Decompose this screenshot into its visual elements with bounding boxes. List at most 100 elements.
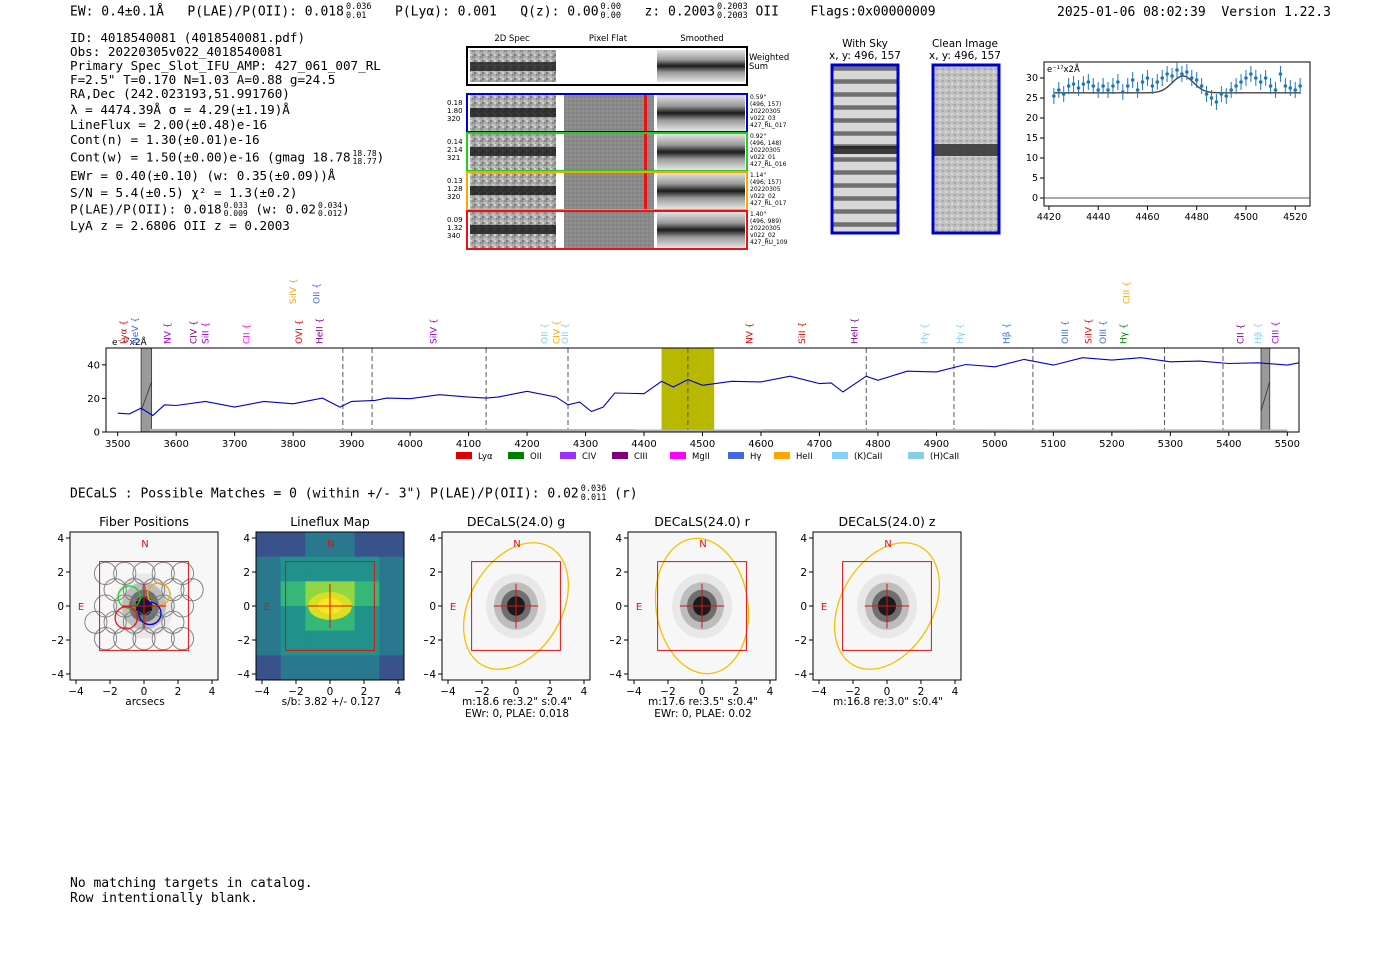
cutout-row-stat: 340 xyxy=(447,232,461,240)
cutout-row-frame xyxy=(466,210,748,250)
panel-ytick-label: −2 xyxy=(238,635,250,647)
spectrum-line-label: OIII { xyxy=(1099,320,1109,344)
spectrum-upper-marker: OII { xyxy=(313,283,323,304)
spectrum-line-label: SiII { xyxy=(201,322,211,344)
search-box xyxy=(99,561,189,651)
cutout-row-meta-line: 20220305 xyxy=(750,225,781,232)
panel-caption: arcsecs xyxy=(52,696,238,708)
cutout-row-stat: 320 xyxy=(447,193,461,201)
lineflux-map-cell xyxy=(379,532,405,558)
zoom-data-point xyxy=(1145,76,1150,80)
header-z-lo: 0.2003 xyxy=(716,11,748,21)
spectrum-ytick-label: 20 xyxy=(87,394,100,405)
cutout-row-meta-line: (496, 989) xyxy=(750,218,782,225)
spectrum-xtick-label: 4900 xyxy=(924,439,949,450)
cutout-2d-trace xyxy=(470,225,556,234)
spectrum-line-label: Hγ { xyxy=(956,323,966,344)
panel-image-2: N E −4 −4 −2 −2 0 0 2 2 4 4 xyxy=(424,531,591,698)
cutout-row-meta-line: (496, 148) xyxy=(750,140,782,147)
spectrum-line-label: CIV { xyxy=(190,320,200,344)
lineflux-map-cell xyxy=(379,556,405,582)
cutout-smoothed xyxy=(657,212,745,248)
zoom-data-point xyxy=(1209,96,1214,100)
fiber-highlight xyxy=(117,585,141,609)
zoom-data-point xyxy=(1081,82,1086,86)
header-flags: Flags:0x00000009 xyxy=(810,4,936,20)
clean-image-label: Clean Image xyxy=(931,38,999,50)
info-lambda: λ = 4474.39Å σ = 4.29(±1.19)Å xyxy=(70,102,290,117)
zoom-unit-label: e⁻¹⁷x2Å xyxy=(1047,63,1080,75)
catalog-line2: Row intentionally blank. xyxy=(70,891,258,906)
spectrum-line-label: OII { xyxy=(541,323,551,344)
info-sn: S/N = 5.4(±0.5) χ² = 1.3(±0.2) xyxy=(70,185,298,200)
panel-xtick-label: −2 xyxy=(102,686,117,698)
spectrum-line-label: OII { xyxy=(561,323,571,344)
panel-xtick-label: 0 xyxy=(327,686,334,698)
zoom-data-point xyxy=(1130,78,1135,82)
spectrum-line-label: SiIV { xyxy=(430,318,440,344)
info-contn: Cont(n) = 1.30(±0.01)e-16 xyxy=(70,132,260,147)
compass-north: N xyxy=(327,539,334,550)
legend-swatch xyxy=(670,452,686,459)
fiber-highlight xyxy=(114,606,138,630)
sky-images xyxy=(830,63,1001,235)
zoom-data-point xyxy=(1234,84,1238,88)
panel-title: DECaLS(24.0) z xyxy=(838,514,936,529)
cutout-pixel-flat xyxy=(564,95,654,131)
info-id: ID: 4018540081 (4018540081.pdf) xyxy=(70,30,306,45)
panel-caption-line1: m:17.6 re:3.5" s:0.4" xyxy=(648,696,758,708)
fiber-circle xyxy=(180,578,204,602)
cutout-pixel-flat xyxy=(564,212,654,248)
cutout-row-meta-line: 427_RL_017 xyxy=(750,122,787,129)
spectrum-line-label: SiIV { xyxy=(1085,318,1095,344)
spectrum-xtick-label: 5200 xyxy=(1099,439,1124,450)
panel-xtick-label: 2 xyxy=(733,686,740,698)
header-plae-hi: 0.036 xyxy=(345,2,372,12)
spectrum-xtick-label: 4200 xyxy=(514,439,539,450)
zoom-ytick-label: 25 xyxy=(1026,93,1038,104)
sum-label: Sum xyxy=(749,62,769,72)
decals-summary-text: DECaLS : Possible Matches = 0 (within +/… xyxy=(70,486,579,502)
panel-caption-line2: EWr: 0, PLAE: 0.018 xyxy=(464,708,570,720)
panel-ytick-label: 2 xyxy=(800,567,807,579)
zoom-data-point xyxy=(1254,76,1258,80)
panel-ytick-label: 4 xyxy=(429,533,436,545)
cutout-2d-trace xyxy=(470,108,556,117)
panel-xtick-label: −4 xyxy=(811,686,827,698)
aperture-ellipse xyxy=(462,542,570,670)
panel-ytick-label: 0 xyxy=(57,601,64,613)
lineflux-map-cell xyxy=(379,581,405,607)
lineflux-map-cell xyxy=(330,655,356,681)
panel-caption-line1: s/b: 3.82 +/- 0.127 xyxy=(281,696,381,708)
panel-ytick-label: −2 xyxy=(52,635,64,647)
panel-ytick-label: −2 xyxy=(610,635,622,647)
info-gmag-hi: 18.78 xyxy=(352,149,377,158)
zoom-data-point xyxy=(1160,76,1165,80)
decals-hi: 0.036 xyxy=(580,484,607,494)
spectrum-xtick-label: 5500 xyxy=(1275,439,1300,450)
cutout-row-stats: 0.13 1.28 320 xyxy=(447,177,463,201)
zoom-data-point xyxy=(1086,80,1091,84)
zoom-xtick-label: 4480 xyxy=(1185,212,1209,223)
cutout-panel xyxy=(466,46,748,250)
spectrum-xtick-label: 4500 xyxy=(690,439,715,450)
legend-swatch xyxy=(908,452,924,459)
spectrum-line-marker: NeV { xyxy=(131,317,141,344)
panel-xtick-label: 2 xyxy=(547,686,554,698)
fiber-circle xyxy=(113,627,137,651)
weighted-label: Weighted xyxy=(749,53,790,63)
cutout-2d-trace xyxy=(470,186,556,195)
spectrum-line-label: CII { xyxy=(242,324,252,344)
header-datetime: 2025-01-06 08:02:39 xyxy=(1057,5,1206,20)
lineflux-map-cell xyxy=(379,606,405,632)
panel-caption-line1: m:18.6 re:3.2" s:0.4" xyxy=(462,696,572,708)
lineflux-map-cell xyxy=(280,556,306,582)
cutout-smoothed xyxy=(657,173,745,209)
cutout-row-meta-line: 427_RL_016 xyxy=(750,161,787,168)
aperture-ellipse xyxy=(833,542,941,670)
zoom-data-point xyxy=(1239,80,1243,84)
spectrum-line-marker: CIII { xyxy=(1272,321,1282,344)
legend-swatch xyxy=(774,452,790,459)
zoom-data-point xyxy=(1258,80,1263,84)
lineflux-map-cell xyxy=(330,532,356,558)
